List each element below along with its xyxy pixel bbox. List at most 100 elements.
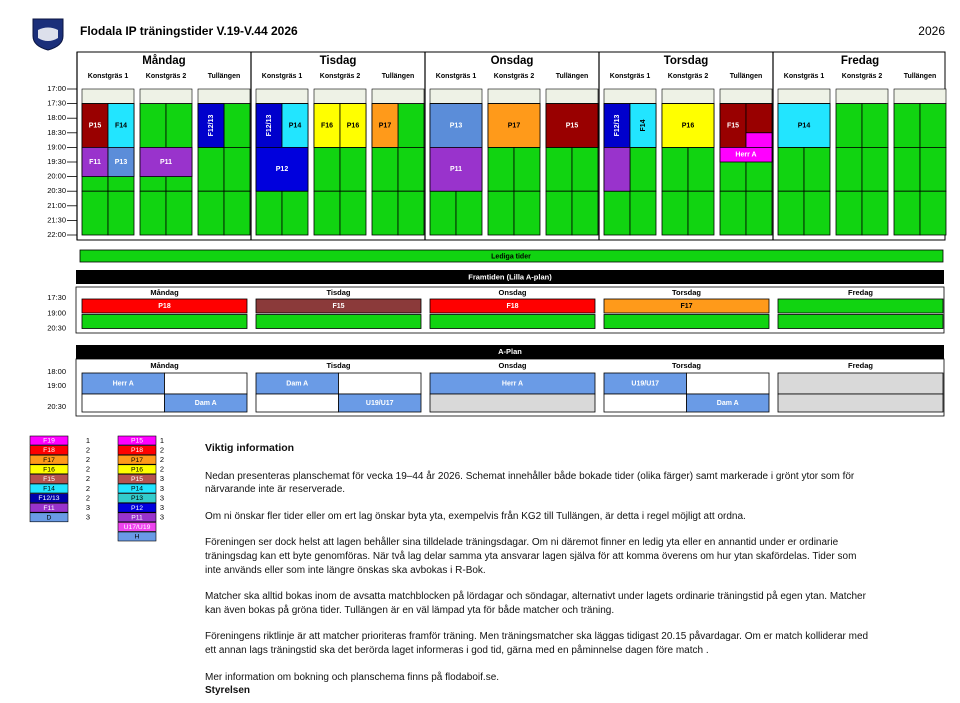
- free-slot: [835, 103, 863, 148]
- legend-swatch: [117, 474, 157, 484]
- field-name: Konstgräs 1: [784, 73, 825, 80]
- free-slot: [661, 146, 689, 192]
- free-slot: [397, 103, 425, 148]
- legend-label: F15: [43, 476, 55, 483]
- empty-slot: [545, 88, 599, 104]
- legend-swatch: [29, 502, 69, 513]
- legend-count: 2: [160, 465, 164, 474]
- legend-swatch: [29, 493, 69, 503]
- free-slot: [861, 103, 889, 148]
- time-label: 19:00: [47, 381, 66, 390]
- field-name: Tullängen: [208, 73, 241, 80]
- time-label: 21:30: [47, 215, 66, 224]
- legend-swatch: [117, 522, 157, 532]
- free-slot: [339, 146, 367, 192]
- free-slot: [165, 103, 193, 148]
- free-slot: [513, 146, 541, 192]
- free-slot: [139, 103, 167, 148]
- empty-slot: [603, 88, 657, 104]
- booking: [81, 103, 109, 148]
- field-name: Konstgräs 2: [146, 73, 187, 80]
- booking-label: Dam A: [286, 380, 308, 387]
- legend-swatch: [117, 445, 157, 455]
- legend-label: F14: [43, 486, 55, 493]
- booking: [686, 393, 770, 413]
- booking-label: U19/U17: [631, 380, 659, 387]
- time-label: 19:00: [47, 308, 66, 317]
- booking: [255, 146, 309, 192]
- free-slot: [919, 190, 947, 236]
- booking-label: P16: [682, 122, 695, 129]
- legend-label: P16: [131, 466, 143, 473]
- legend-label: F12/13: [38, 495, 59, 502]
- free-slot: [223, 190, 251, 236]
- booking: [197, 103, 225, 148]
- info-paragraph: Föreningens riktlinje är att matcher pri…: [205, 631, 869, 656]
- booking: [603, 146, 631, 192]
- legend-count: 2: [86, 465, 90, 474]
- legend-swatch: [29, 464, 69, 475]
- legend-swatch: [117, 502, 157, 513]
- legend-count: 2: [86, 484, 90, 493]
- field-name: Konstgräs 1: [436, 73, 477, 80]
- section-bar: [76, 270, 944, 284]
- booking-label: P13: [115, 159, 128, 166]
- free-slot: [803, 146, 831, 192]
- field-name: Tullängen: [730, 73, 763, 80]
- day-name: Fredag: [848, 361, 873, 370]
- booking: [745, 103, 773, 134]
- legend-swatch: [117, 435, 157, 446]
- free-slot: [545, 190, 573, 236]
- free-slot: [223, 103, 251, 148]
- booking-label: F15: [332, 303, 344, 310]
- field-name: Konstgräs 2: [494, 73, 535, 80]
- free-slot: [197, 146, 225, 192]
- booking: [487, 103, 541, 148]
- free-slot: [687, 146, 715, 192]
- free-slot: [487, 190, 515, 236]
- free-slot: [165, 190, 193, 236]
- legend-label: F19: [43, 438, 55, 445]
- booking-label: Herr A: [113, 380, 134, 387]
- free-slot: [629, 190, 657, 236]
- free-slot: [197, 190, 225, 236]
- free-legend-bar: [79, 249, 944, 263]
- booking: [81, 298, 248, 314]
- booking-label: P12: [276, 166, 289, 173]
- booking: [719, 146, 773, 163]
- day-name: Onsdag: [491, 55, 534, 67]
- field-name: Tullängen: [904, 73, 937, 80]
- free-slot: [893, 190, 921, 236]
- open-slot: [338, 372, 422, 395]
- booking: [107, 146, 135, 177]
- booking-label: F11: [89, 159, 101, 166]
- booking: [719, 103, 747, 148]
- free-slot: [223, 146, 251, 192]
- booking-label: P17: [379, 122, 392, 129]
- info-paragraph: Föreningen ser dock helst att lagen behå…: [205, 537, 857, 576]
- empty-slot: [661, 88, 715, 104]
- legend-swatch: [117, 512, 157, 523]
- open-slot: [777, 372, 944, 395]
- legend-count: 3: [86, 503, 90, 512]
- legend-swatch: [117, 493, 157, 503]
- free-slot: [429, 190, 457, 236]
- booking-label: F15: [727, 122, 739, 129]
- legend-count: 1: [86, 436, 90, 445]
- time-label: 18:30: [47, 128, 66, 137]
- legend-label: F16: [43, 466, 55, 473]
- free-slot: [777, 146, 805, 192]
- booking-label: P14: [289, 122, 302, 129]
- legend-count: 2: [160, 455, 164, 464]
- booking: [777, 103, 831, 148]
- legend-swatch: [117, 464, 157, 475]
- booking-label: F17: [680, 303, 692, 310]
- time-label: 20:00: [47, 172, 66, 181]
- booking: [255, 103, 283, 148]
- info: Viktig information Nedan presenteras pla…: [205, 442, 875, 698]
- section-frame: [75, 358, 945, 417]
- day-name: Fredag: [848, 288, 873, 297]
- legend-label: F18: [43, 447, 55, 454]
- empty-slot: [139, 88, 193, 104]
- legend-count: 3: [160, 493, 164, 502]
